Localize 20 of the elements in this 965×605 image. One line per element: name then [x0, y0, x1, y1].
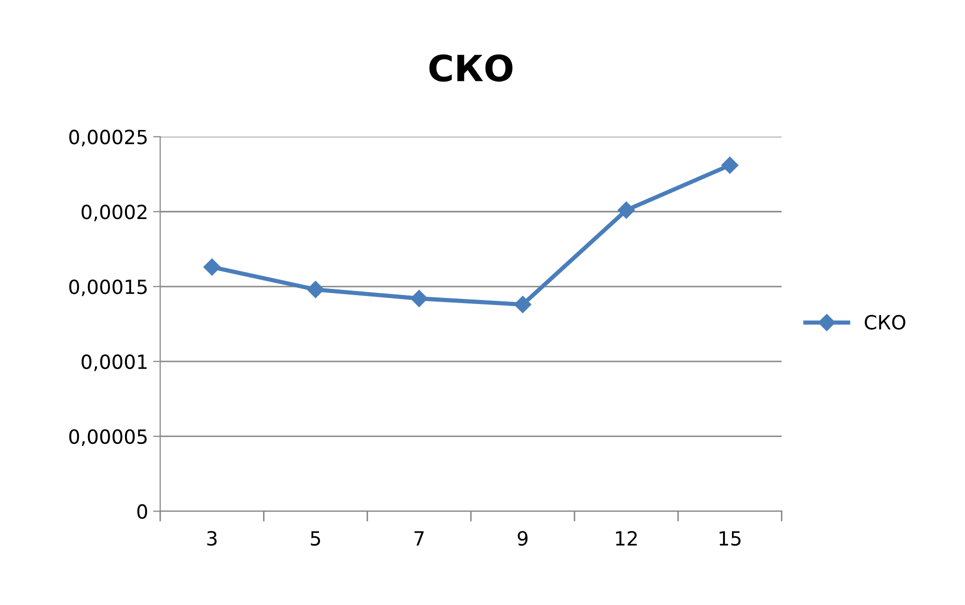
y-tick-label: 0,00015	[69, 279, 147, 296]
x-tick-label: 7	[414, 531, 424, 546]
y-tick-label: 0,00025	[69, 130, 147, 146]
point	[307, 280, 324, 298]
x-tick-label: 15	[720, 531, 741, 546]
point	[410, 290, 428, 308]
y-tick-label: 0,00005	[69, 429, 147, 446]
point	[203, 258, 221, 276]
point	[618, 202, 635, 219]
x-tick-label: 3	[207, 531, 217, 546]
point	[514, 296, 532, 314]
chart-title: СКО	[429, 54, 512, 82]
y-tick-label: 0,0001	[82, 354, 147, 372]
x-tick-label: 12	[616, 531, 637, 546]
point	[721, 156, 738, 174]
x-tick-label: 9	[518, 531, 528, 546]
x-tick-label: 5	[310, 531, 320, 546]
legend-label: СКО	[864, 314, 906, 330]
y-tick-label: 0,0002	[82, 204, 146, 222]
y-tick-label: 0	[137, 504, 148, 519]
